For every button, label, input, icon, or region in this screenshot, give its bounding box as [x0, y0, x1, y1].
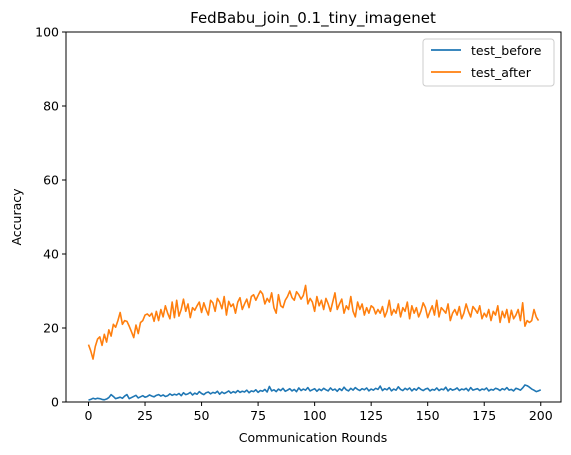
series-line-test-after — [87, 284, 540, 360]
x-tick-label: 200 — [529, 408, 553, 423]
y-tick-label: 60 — [43, 173, 59, 188]
x-tick-label: 0 — [85, 408, 93, 423]
chart-title: FedBabu_join_0.1_tiny_imagenet — [190, 9, 436, 28]
x-tick-label: 175 — [472, 408, 496, 423]
x-tick-label: 150 — [416, 408, 440, 423]
x-tick-label: 125 — [359, 408, 383, 423]
y-axis: 0 20 40 60 80 100 — [35, 25, 66, 410]
x-tick-label: 100 — [303, 408, 327, 423]
x-tick-label: 50 — [194, 408, 210, 423]
x-axis: 0 25 50 75 100 125 150 175 200 — [85, 402, 553, 423]
y-tick-label: 20 — [43, 321, 59, 336]
y-tick-label: 100 — [35, 25, 59, 40]
legend: test_before test_after — [422, 38, 555, 87]
y-tick-label: 40 — [43, 247, 59, 262]
legend-label-test-before: test_before — [471, 43, 542, 58]
plot-frame — [65, 31, 562, 403]
y-tick-label: 0 — [51, 395, 59, 410]
legend-label-test-after: test_after — [471, 65, 532, 80]
x-tick-label: 25 — [137, 408, 153, 423]
series-line-test-before — [88, 384, 542, 401]
plot-lines — [87, 284, 542, 401]
y-tick-label: 80 — [43, 99, 59, 114]
y-axis-label: Accuracy — [9, 188, 24, 246]
x-axis-label: Communication Rounds — [239, 430, 388, 445]
x-tick-label: 75 — [250, 408, 266, 423]
